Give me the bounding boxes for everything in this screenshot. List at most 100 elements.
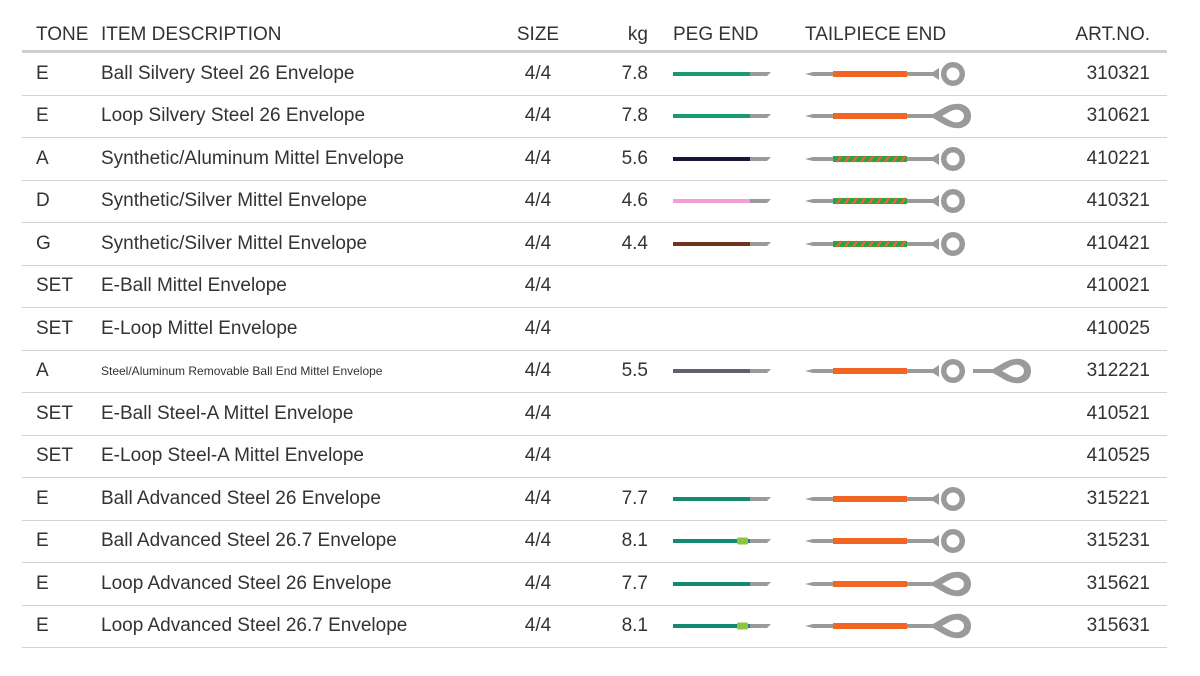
size-cell: 4/4	[524, 275, 552, 297]
kg-cell: 4.4	[621, 232, 648, 254]
kg-cell: 7.8	[621, 105, 648, 127]
tone-cell: SET	[36, 317, 73, 339]
peg-end-string-icon	[673, 581, 771, 586]
description-cell: E-Ball Steel-A Mittel Envelope	[101, 402, 354, 424]
table-row: A Synthetic/Aluminum Mittel Envelope 4/4…	[22, 138, 1167, 181]
peg-end-string-icon	[673, 241, 771, 246]
peg-end-cell	[673, 138, 783, 180]
header-kg: kg	[627, 24, 648, 45]
peg-end-cell	[673, 606, 783, 648]
peg-end-cell	[673, 181, 783, 223]
header-tailpiece-end: TAILPIECE END	[805, 24, 947, 45]
size-cell: 4/4	[524, 402, 552, 424]
size-cell: 4/4	[524, 317, 552, 339]
tailpiece-end-cell	[805, 436, 1055, 478]
size-cell: 4/4	[524, 62, 552, 84]
tone-cell: E	[36, 487, 49, 509]
tailpiece-end-cell	[805, 563, 1055, 605]
tailpiece-end-string-icon	[805, 189, 965, 214]
description-cell: E-Loop Mittel Envelope	[101, 317, 298, 339]
table-row: E Loop Silvery Steel 26 Envelope 4/4 7.8…	[22, 96, 1167, 138]
tailpiece-end-string-icon	[805, 529, 965, 554]
tone-cell: SET	[36, 445, 73, 467]
kg-cell: 5.6	[621, 147, 648, 169]
size-cell: 4/4	[524, 147, 552, 169]
peg-end-cell	[673, 478, 783, 520]
tailpiece-end-cell	[805, 351, 1055, 393]
table-row: SET E-Loop Mittel Envelope 4/4 410025	[22, 308, 1167, 351]
table-header: TONE ITEM DESCRIPTION SIZE kg PEG END TA…	[22, 22, 1167, 53]
description-cell: Loop Advanced Steel 26.7 Envelope	[101, 615, 408, 637]
header-tone: TONE	[36, 24, 89, 45]
size-cell: 4/4	[524, 487, 552, 509]
header-size: SIZE	[516, 24, 560, 45]
art-no-cell: 410025	[1086, 317, 1150, 339]
description-cell: Synthetic/Silver Mittel Envelope	[101, 232, 368, 254]
size-cell: 4/4	[524, 530, 552, 552]
tailpiece-end-string-icon	[805, 486, 965, 511]
tone-cell: SET	[36, 402, 73, 424]
art-no-cell: 410421	[1086, 232, 1150, 254]
peg-end-cell	[673, 266, 783, 308]
peg-end-cell	[673, 563, 783, 605]
tone-cell: A	[36, 147, 49, 169]
peg-end-string-icon	[673, 156, 771, 161]
tailpiece-end-cell	[805, 266, 1055, 308]
table-row: G Synthetic/Silver Mittel Envelope 4/4 4…	[22, 223, 1167, 266]
peg-end-cell	[673, 436, 783, 478]
peg-end-cell	[673, 351, 783, 393]
tailpiece-end-cell	[805, 478, 1055, 520]
art-no-cell: 410521	[1086, 402, 1150, 424]
tailpiece-end-cell	[805, 138, 1055, 180]
tailpiece-end-cell	[805, 521, 1055, 563]
description-cell: Steel/Aluminum Removable Ball End Mittel…	[101, 364, 383, 379]
peg-end-string-icon	[673, 496, 771, 501]
table-row: A Steel/Aluminum Removable Ball End Mitt…	[22, 351, 1167, 393]
header-description: ITEM DESCRIPTION	[101, 24, 282, 45]
description-cell: E-Ball Mittel Envelope	[101, 275, 287, 297]
size-cell: 4/4	[524, 615, 552, 637]
description-cell: E-Loop Steel-A Mittel Envelope	[101, 445, 364, 467]
art-no-cell: 310321	[1086, 62, 1150, 84]
description-cell: Synthetic/Silver Mittel Envelope	[101, 190, 368, 212]
tailpiece-end-string-icon	[805, 571, 971, 596]
table-row: D Synthetic/Silver Mittel Envelope 4/4 4…	[22, 181, 1167, 223]
art-no-cell: 315621	[1086, 572, 1150, 594]
header-art-no: ART.NO.	[1075, 24, 1150, 45]
table-row: SET E-Ball Mittel Envelope 4/4 410021	[22, 266, 1167, 308]
tailpiece-end-cell	[805, 96, 1055, 138]
peg-end-cell	[673, 393, 783, 435]
kg-cell: 5.5	[621, 360, 648, 382]
table-row: E Loop Advanced Steel 26 Envelope 4/4 7.…	[22, 563, 1167, 606]
peg-end-cell	[673, 96, 783, 138]
kg-cell: 8.1	[621, 615, 648, 637]
kg-cell	[600, 436, 648, 478]
tailpiece-end-cell	[805, 53, 1055, 95]
kg-cell: 8.1	[621, 530, 648, 552]
description-cell: Synthetic/Aluminum Mittel Envelope	[101, 147, 405, 169]
kg-cell	[600, 393, 648, 435]
kg-cell	[600, 266, 648, 308]
tone-cell: SET	[36, 275, 73, 297]
table-row: E Ball Silvery Steel 26 Envelope 4/4 7.8…	[22, 53, 1167, 96]
tone-cell: E	[36, 572, 49, 594]
kg-cell: 7.7	[621, 487, 648, 509]
tailpiece-end-cell	[805, 223, 1055, 265]
size-cell: 4/4	[524, 360, 552, 382]
peg-end-string-icon	[673, 369, 771, 374]
art-no-cell: 310621	[1086, 105, 1150, 127]
size-cell: 4/4	[524, 445, 552, 467]
tailpiece-end-cell	[805, 308, 1055, 350]
tailpiece-end-string-icon	[805, 61, 965, 86]
tone-cell: E	[36, 615, 49, 637]
kg-cell: 7.7	[621, 572, 648, 594]
description-cell: Ball Silvery Steel 26 Envelope	[101, 62, 355, 84]
table-row: E Ball Advanced Steel 26.7 Envelope 4/4 …	[22, 521, 1167, 563]
art-no-cell: 312221	[1086, 360, 1150, 382]
tailpiece-end-cell	[805, 181, 1055, 223]
size-cell: 4/4	[524, 190, 552, 212]
art-no-cell: 315231	[1086, 530, 1150, 552]
table-row: E Ball Advanced Steel 26 Envelope 4/4 7.…	[22, 478, 1167, 521]
table-row: SET E-Loop Steel-A Mittel Envelope 4/4 4…	[22, 436, 1167, 478]
peg-end-string-icon	[673, 537, 771, 545]
